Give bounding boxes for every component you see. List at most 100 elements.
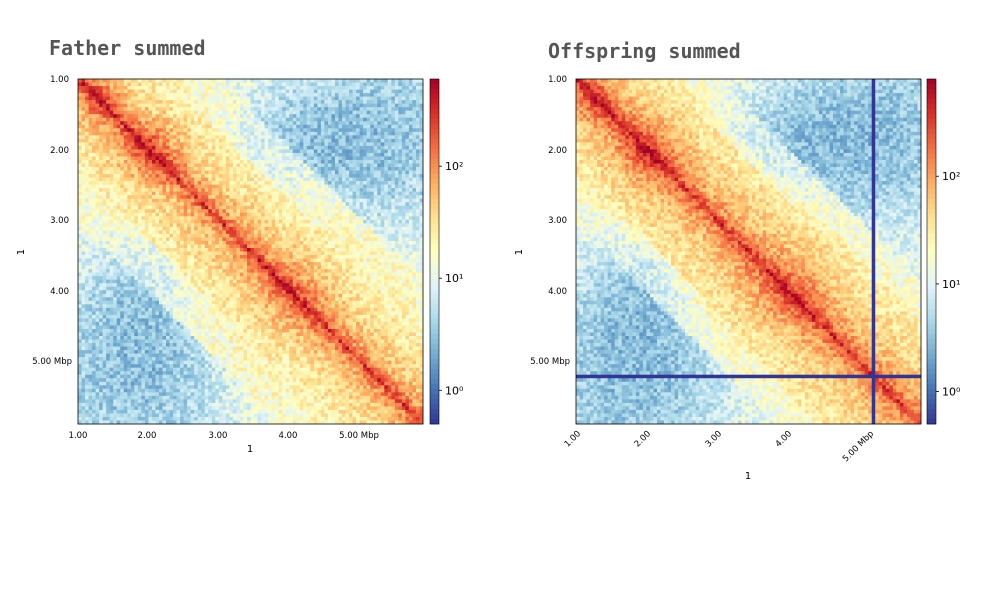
heatmap-cell bbox=[264, 237, 269, 242]
heatmap-cell bbox=[268, 198, 272, 203]
heatmap-cell bbox=[127, 184, 132, 189]
heatmap-cell bbox=[194, 198, 198, 203]
heatmap-cell bbox=[303, 188, 308, 192]
heatmap-cell bbox=[373, 184, 378, 189]
heatmap-cell bbox=[317, 103, 322, 108]
heatmap-cell bbox=[356, 198, 360, 203]
heatmap-cell bbox=[169, 177, 174, 182]
heatmap-cell bbox=[123, 240, 128, 245]
heatmap-cell bbox=[158, 131, 163, 136]
heatmap-cell bbox=[187, 89, 191, 94]
heatmap-cell bbox=[180, 117, 184, 122]
heatmap-cell bbox=[158, 233, 163, 238]
heatmap-cell bbox=[204, 124, 209, 129]
heatmap-cell bbox=[130, 188, 135, 192]
heatmap-cell bbox=[334, 195, 339, 199]
heatmap-cell bbox=[401, 184, 406, 189]
heatmap-cell bbox=[324, 135, 329, 140]
heatmap-cell bbox=[183, 181, 188, 185]
heatmap-cell bbox=[190, 216, 195, 221]
heatmap-cell bbox=[327, 142, 332, 147]
heatmap-cell bbox=[99, 226, 103, 231]
heatmap-cell bbox=[387, 240, 392, 245]
heatmap-cell bbox=[155, 121, 160, 126]
heatmap-cell bbox=[92, 255, 96, 259]
heatmap-cell bbox=[95, 121, 100, 126]
heatmap-cell bbox=[408, 223, 413, 228]
heatmap-cell bbox=[320, 167, 325, 171]
heatmap-cell bbox=[356, 128, 360, 133]
heatmap-cell bbox=[257, 79, 262, 83]
heatmap-cell bbox=[405, 131, 410, 136]
heatmap-cell bbox=[99, 163, 103, 168]
heatmap-cell bbox=[130, 209, 135, 214]
heatmap-cell bbox=[292, 121, 297, 126]
heatmap-cell bbox=[370, 191, 375, 196]
heatmap-cell bbox=[92, 163, 96, 168]
heatmap-cell bbox=[173, 219, 177, 224]
heatmap-cell bbox=[261, 212, 265, 217]
heatmap-cell bbox=[211, 100, 216, 104]
heatmap-cell bbox=[134, 255, 139, 259]
heatmap-cell bbox=[243, 117, 248, 122]
heatmap-cell bbox=[176, 255, 181, 259]
heatmap-cell bbox=[366, 107, 371, 111]
heatmap-cell bbox=[102, 240, 107, 245]
heatmap-cell bbox=[327, 167, 332, 171]
heatmap-cell bbox=[408, 255, 413, 259]
heatmap-cell bbox=[324, 96, 329, 101]
heatmap-cell bbox=[92, 233, 96, 238]
heatmap-cell bbox=[398, 110, 403, 115]
heatmap-cell bbox=[148, 170, 153, 175]
heatmap-cell bbox=[99, 124, 103, 129]
heatmap-cell bbox=[239, 240, 244, 245]
heatmap-cell bbox=[148, 121, 153, 126]
heatmap-cell bbox=[137, 121, 142, 126]
heatmap-cell bbox=[194, 202, 198, 207]
heatmap-cell bbox=[158, 167, 163, 171]
heatmap-cell bbox=[303, 96, 308, 101]
heatmap-cell bbox=[127, 163, 132, 168]
heatmap-cell bbox=[373, 142, 378, 147]
heatmap-cell bbox=[405, 223, 410, 228]
heatmap-cell bbox=[173, 93, 177, 97]
heatmap-cell bbox=[187, 240, 191, 245]
heatmap-cell bbox=[134, 128, 139, 133]
heatmap-cell bbox=[99, 149, 103, 154]
heatmap-cell bbox=[320, 233, 325, 238]
heatmap-cell bbox=[282, 100, 286, 104]
heatmap-cell bbox=[327, 170, 332, 175]
heatmap-cell bbox=[391, 124, 396, 129]
heatmap-cell bbox=[81, 142, 86, 147]
heatmap-cell bbox=[120, 216, 125, 221]
heatmap-cell bbox=[176, 149, 181, 154]
heatmap-cell bbox=[387, 96, 392, 101]
heatmap-cell bbox=[296, 114, 301, 119]
heatmap-cell bbox=[356, 237, 360, 242]
heatmap-cell bbox=[380, 114, 385, 119]
heatmap-cell bbox=[102, 244, 107, 249]
heatmap-cell bbox=[296, 117, 301, 122]
heatmap-cell bbox=[310, 177, 315, 182]
heatmap-cell bbox=[352, 226, 357, 231]
heatmap-cell bbox=[345, 216, 350, 221]
heatmap-cell bbox=[338, 110, 343, 115]
heatmap-cell bbox=[166, 184, 170, 189]
heatmap-cell bbox=[239, 230, 244, 235]
heatmap-cell bbox=[285, 223, 290, 228]
heatmap-cell bbox=[120, 181, 125, 185]
heatmap-cell bbox=[380, 128, 385, 133]
heatmap-cell bbox=[334, 142, 339, 147]
heatmap-cell bbox=[194, 135, 198, 140]
heatmap-cell bbox=[342, 114, 346, 119]
heatmap-cell bbox=[120, 82, 125, 87]
heatmap-cell bbox=[158, 89, 163, 94]
heatmap-cell bbox=[250, 156, 255, 161]
heatmap-cell bbox=[370, 230, 375, 235]
heatmap-cell bbox=[169, 181, 174, 185]
heatmap-cell bbox=[194, 188, 198, 192]
heatmap-cell bbox=[282, 142, 286, 147]
heatmap-cell bbox=[313, 121, 318, 126]
heatmap-cell bbox=[225, 138, 230, 143]
heatmap-cell bbox=[412, 195, 417, 199]
